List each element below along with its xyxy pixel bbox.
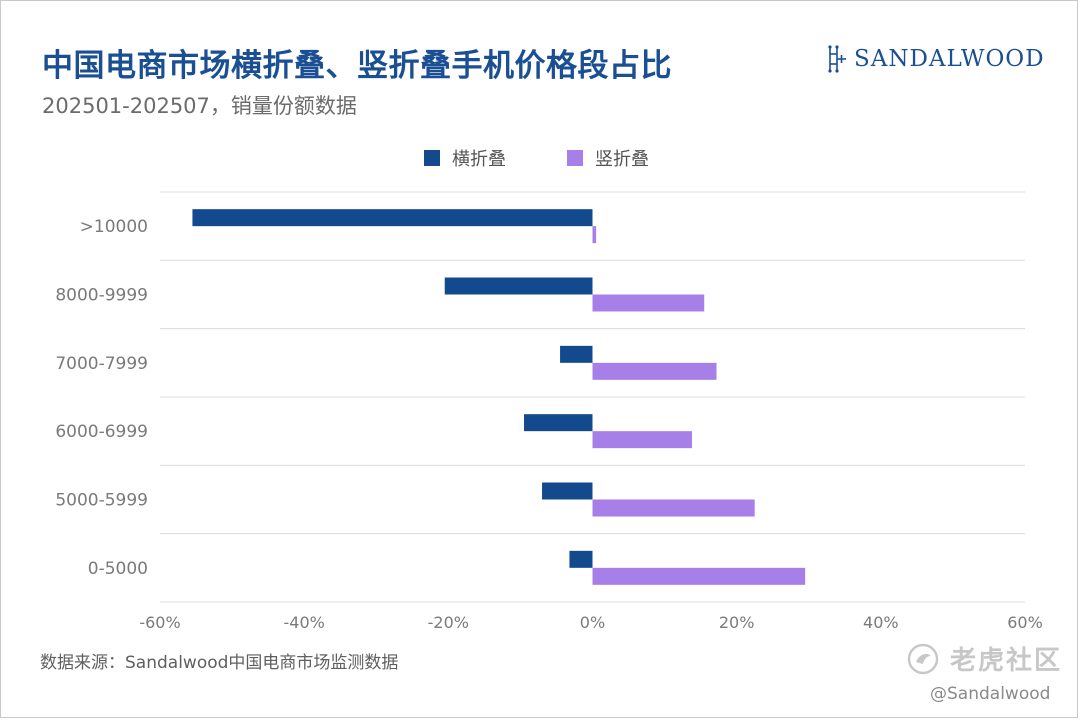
category-label: >10000 bbox=[80, 217, 148, 237]
bar-vertical-fold bbox=[592, 499, 755, 517]
bar-horizontal-fold bbox=[569, 550, 593, 568]
category-label: 7000-7999 bbox=[55, 354, 148, 374]
bar-horizontal-fold bbox=[560, 345, 593, 363]
sandalwood-mark-icon bbox=[828, 45, 846, 73]
x-tick-label: 0% bbox=[580, 613, 605, 632]
watermark-logo: 老虎社区 bbox=[906, 640, 1062, 677]
watermark-logo-text: 老虎社区 bbox=[950, 646, 1063, 676]
tiger-community-icon bbox=[907, 643, 939, 674]
bar-vertical-fold bbox=[592, 431, 692, 449]
legend-label-2: 竖折叠 bbox=[595, 149, 649, 170]
bar-horizontal-fold bbox=[444, 277, 593, 295]
x-tick-label: 20% bbox=[719, 613, 755, 632]
brand-logo: SANDALWOOD bbox=[826, 44, 1045, 74]
data-source-note: 数据来源：Sandalwood中国电商市场监测数据 bbox=[40, 653, 399, 673]
watermark-handle: @Sandalwood bbox=[930, 684, 1051, 704]
chart-title: 中国电商市场横折叠、竖折叠手机价格段占比 bbox=[42, 48, 672, 84]
bar-horizontal-fold bbox=[192, 209, 593, 227]
category-label: 8000-9999 bbox=[55, 286, 148, 306]
bar-vertical-fold bbox=[592, 226, 597, 244]
x-tick-label: -40% bbox=[283, 613, 324, 632]
x-tick-label: -60% bbox=[139, 613, 180, 632]
category-label: 5000-5999 bbox=[55, 491, 148, 511]
x-tick-label: 60% bbox=[1007, 613, 1043, 632]
legend-swatch-1 bbox=[424, 150, 440, 166]
bar-vertical-fold bbox=[592, 294, 705, 312]
legend-label-1: 横折叠 bbox=[452, 149, 506, 170]
category-label: 0-5000 bbox=[88, 559, 148, 579]
brand-name: SANDALWOOD bbox=[854, 46, 1045, 72]
bar-horizontal-fold bbox=[542, 482, 593, 500]
bar-vertical-fold bbox=[592, 362, 717, 380]
chart-subtitle: 202501-202507，销量份额数据 bbox=[42, 94, 357, 118]
x-tick-label: 40% bbox=[863, 613, 899, 632]
bar-vertical-fold bbox=[592, 567, 806, 585]
category-label: 6000-6999 bbox=[55, 422, 148, 442]
legend-swatch-2 bbox=[567, 150, 583, 166]
bar-horizontal-fold bbox=[524, 414, 593, 432]
x-tick-label: -20% bbox=[428, 613, 469, 632]
